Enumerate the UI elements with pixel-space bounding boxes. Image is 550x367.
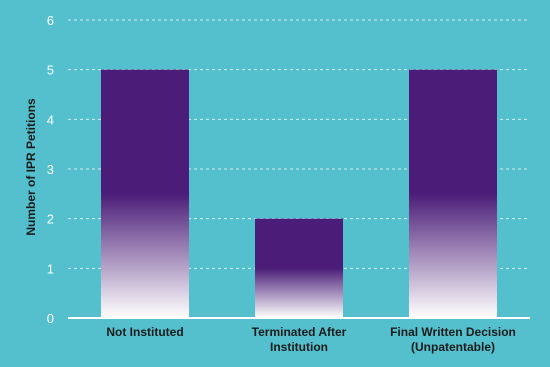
x-category-label: Final Written Decision (Unpatentable) (390, 325, 516, 354)
y-tick-label: 6 (47, 13, 54, 28)
y-tick-label: 1 (47, 261, 54, 276)
x-category-label: Terminated After Institution (252, 325, 347, 354)
y-tick-label: 5 (47, 63, 54, 78)
y-axis-title: Number of IPR Petitions (24, 98, 38, 236)
bar (409, 69, 497, 319)
y-tick-label: 0 (47, 311, 54, 326)
bar (255, 218, 343, 318)
x-category-label: Not Instituted (106, 325, 183, 339)
y-tick-label: 2 (47, 212, 54, 227)
bars: Not Instituted Terminated After Institutio… (101, 69, 516, 354)
y-tick-label: 4 (47, 112, 54, 127)
y-tick-label: 3 (47, 162, 54, 177)
bar (101, 69, 189, 319)
